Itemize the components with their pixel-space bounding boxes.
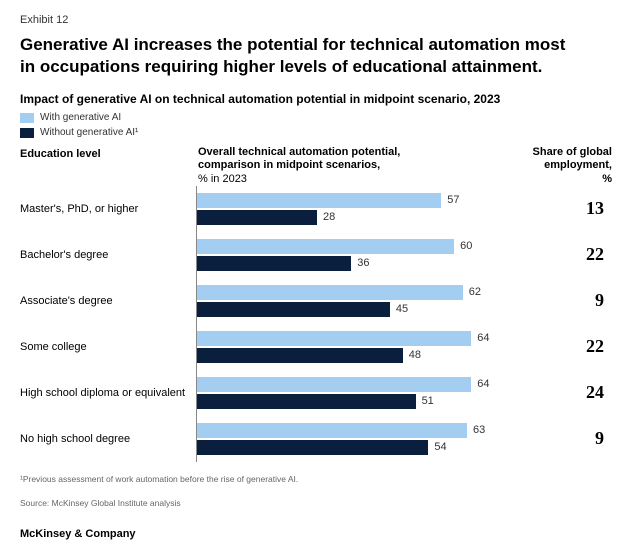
subtitle: Impact of generative AI on technical aut… [20, 92, 620, 106]
footnote-1: ¹Previous assessment of work automation … [20, 474, 620, 486]
bar-group: 63 54 [196, 416, 526, 462]
share-value: 22 [532, 324, 612, 370]
exhibit-label: Exhibit 12 [20, 14, 620, 26]
bar-without-value: 45 [390, 302, 408, 317]
share-value: 9 [532, 278, 612, 324]
bar-with: 64 [197, 331, 526, 346]
bar-with-value: 64 [471, 331, 489, 346]
footnote-2: Source: McKinsey Global Institute analys… [20, 498, 620, 510]
bar-without-value: 28 [317, 210, 335, 225]
bar-with-value: 60 [454, 239, 472, 254]
swatch-with [20, 113, 34, 123]
bar-group: 60 36 [196, 232, 526, 278]
bar-group: 57 28 [196, 186, 526, 232]
bar-without: 54 [197, 440, 526, 455]
bar-with-value: 62 [463, 285, 481, 300]
bar-without-value: 54 [428, 440, 446, 455]
bar-without: 48 [197, 348, 526, 363]
row-label: No high school degree [20, 416, 190, 462]
col-head-mid-3: % in 2023 [198, 173, 247, 185]
col-head-mid-1: Overall technical automation potential, [198, 146, 400, 158]
row-label: Master's, PhD, or higher [20, 186, 190, 232]
bar-group: 62 45 [196, 278, 526, 324]
bar-without: 45 [197, 302, 526, 317]
bar-with: 60 [197, 239, 526, 254]
bar-with: 57 [197, 193, 526, 208]
bar-with: 64 [197, 377, 526, 392]
bar-without-value: 51 [416, 394, 434, 409]
bar-group: 64 48 [196, 324, 526, 370]
page-title: Generative AI increases the potential fo… [20, 34, 580, 78]
legend-label-without: Without generative AI¹ [40, 125, 138, 140]
bar-without: 51 [197, 394, 526, 409]
bar-without-value: 48 [403, 348, 421, 363]
row-label: Some college [20, 324, 190, 370]
swatch-without [20, 128, 34, 138]
legend: With generative AI Without generative AI… [20, 110, 620, 140]
bar-with-value: 63 [467, 423, 485, 438]
col-head-mid: Overall technical automation potential, … [196, 146, 526, 186]
bar-without-value: 36 [351, 256, 369, 271]
legend-item-without: Without generative AI¹ [20, 125, 620, 140]
col-head-mid-2: comparison in midpoint scenarios, [198, 159, 380, 171]
col-head-left: Education level [20, 146, 190, 160]
share-value: 9 [532, 416, 612, 462]
share-value: 24 [532, 370, 612, 416]
bar-with: 63 [197, 423, 526, 438]
brand: McKinsey & Company [20, 528, 620, 540]
bar-without: 28 [197, 210, 526, 225]
row-label: Bachelor's degree [20, 232, 190, 278]
bar-without: 36 [197, 256, 526, 271]
bar-with-value: 57 [441, 193, 459, 208]
col-head-right-2: employment, % [544, 159, 612, 184]
chart-grid: Education level Overall technical automa… [20, 146, 620, 462]
bar-with-value: 64 [471, 377, 489, 392]
share-value: 22 [532, 232, 612, 278]
bar-with: 62 [197, 285, 526, 300]
legend-item-with: With generative AI [20, 110, 620, 125]
legend-label-with: With generative AI [40, 110, 121, 125]
col-head-right-1: Share of global [533, 146, 612, 158]
row-label: High school diploma or equivalent [20, 370, 190, 416]
bar-group: 64 51 [196, 370, 526, 416]
col-head-right: Share of global employment, % [532, 146, 612, 186]
row-label: Associate's degree [20, 278, 190, 324]
share-value: 13 [532, 186, 612, 232]
